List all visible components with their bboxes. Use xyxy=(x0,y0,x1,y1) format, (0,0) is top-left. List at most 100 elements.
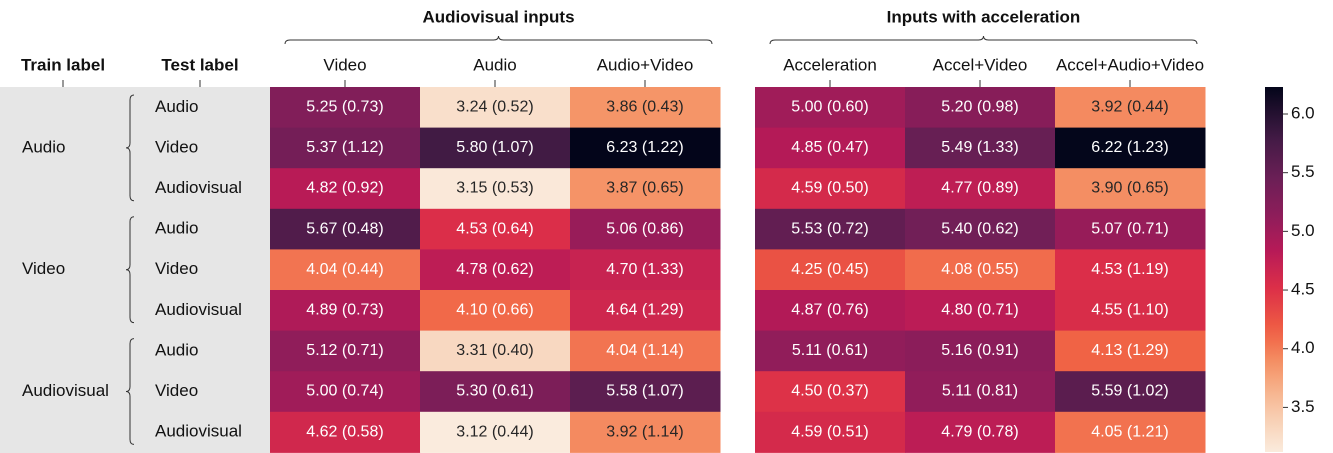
heatmap-cell xyxy=(420,290,571,332)
heatmap-cell xyxy=(905,249,1056,291)
column-label: Audio xyxy=(473,55,516,74)
cell-label: 5.40 (0.62) xyxy=(941,220,1018,237)
column-group-title: Inputs with acceleration xyxy=(887,7,1081,26)
cell-label: 4.78 (0.62) xyxy=(456,261,533,278)
cell-label: 3.92 (1.14) xyxy=(606,423,683,440)
cell-label: 4.13 (1.29) xyxy=(1091,342,1168,359)
cell-label: 5.11 (0.81) xyxy=(942,383,1018,400)
heatmap-cell xyxy=(1055,371,1206,413)
test-label: Audiovisual xyxy=(155,422,242,441)
heatmap-cell xyxy=(270,330,421,372)
heatmap-cell xyxy=(270,371,421,413)
cell-label: 5.67 (0.48) xyxy=(306,220,383,237)
heatmap-cell xyxy=(905,290,1056,332)
cell-label: 5.37 (1.12) xyxy=(306,139,383,156)
column-label: Accel+Video xyxy=(933,55,1028,74)
cell-label: 5.30 (0.61) xyxy=(456,383,533,400)
heatmap-cell xyxy=(905,371,1056,413)
cell-label: 4.87 (0.76) xyxy=(791,302,868,319)
heatmap-cell xyxy=(570,127,721,169)
train-label: Video xyxy=(22,259,65,278)
colorbar-tick-label: 3.5 xyxy=(1291,397,1315,416)
cell-label: 5.20 (0.98) xyxy=(941,99,1018,116)
heatmap-cell xyxy=(1055,411,1206,453)
row-label-background xyxy=(0,87,270,453)
row-header: Train label xyxy=(21,55,105,74)
cell-label: 4.79 (0.78) xyxy=(941,423,1018,440)
cell-label: 4.62 (0.58) xyxy=(306,423,383,440)
heatmap-cell xyxy=(905,208,1056,250)
heatmap-cell xyxy=(570,330,721,372)
cell-label: 4.70 (1.33) xyxy=(606,261,683,278)
cell-label: 3.87 (0.65) xyxy=(606,180,683,197)
brace xyxy=(284,35,713,45)
train-label: Audiovisual xyxy=(22,381,109,400)
cell-label: 5.00 (0.60) xyxy=(791,99,868,116)
cell-label: 5.59 (1.02) xyxy=(1091,383,1168,400)
cell-label: 4.77 (0.89) xyxy=(941,180,1018,197)
test-label: Audio xyxy=(155,219,198,238)
cell-label: 5.16 (0.91) xyxy=(941,342,1018,359)
heatmap-cell xyxy=(570,371,721,413)
heatmap-cell xyxy=(420,371,571,413)
test-label: Video xyxy=(155,137,198,156)
column-label: Accel+Audio+Video xyxy=(1056,55,1204,74)
cell-label: 4.55 (1.10) xyxy=(1091,302,1168,319)
column-label: Video xyxy=(323,55,366,74)
colorbar-tick-label: 6.0 xyxy=(1291,103,1315,122)
cell-label: 5.07 (0.71) xyxy=(1091,220,1168,237)
heatmap-cell xyxy=(420,330,571,372)
heatmap-cell xyxy=(420,168,571,210)
heatmap-cell xyxy=(1055,330,1206,372)
heatmap-cell xyxy=(1055,208,1206,250)
cell-label: 4.53 (1.19) xyxy=(1091,261,1168,278)
heatmap-cell xyxy=(420,411,571,453)
heatmap-cell xyxy=(270,249,421,291)
test-label: Audio xyxy=(155,340,198,359)
cell-label: 4.80 (0.71) xyxy=(941,302,1018,319)
cell-label: 3.24 (0.52) xyxy=(456,99,533,116)
row-header: Test label xyxy=(161,55,238,74)
heatmap-cell xyxy=(270,411,421,453)
colorbar-tick-label: 4.0 xyxy=(1291,338,1315,357)
heatmap-cell xyxy=(755,290,906,332)
brace xyxy=(125,216,135,324)
heatmap-cell xyxy=(1055,87,1206,129)
heatmap-cell xyxy=(270,208,421,250)
cell-label: 5.12 (0.71) xyxy=(306,342,383,359)
colorbar-tick-label: 4.5 xyxy=(1291,280,1315,299)
cell-label: 4.05 (1.21) xyxy=(1091,423,1168,440)
cell-label: 4.25 (0.45) xyxy=(791,261,868,278)
heatmap-cell xyxy=(420,127,571,169)
heatmap-cell xyxy=(905,127,1056,169)
heatmap-cell xyxy=(1055,168,1206,210)
cell-label: 4.08 (0.55) xyxy=(941,261,1018,278)
cell-label: 5.80 (1.07) xyxy=(456,139,533,156)
heatmap-cell xyxy=(905,87,1056,129)
colorbar-tick-label: 5.5 xyxy=(1291,162,1315,181)
cell-label: 4.04 (1.14) xyxy=(606,342,683,359)
brace xyxy=(769,35,1198,45)
cell-label: 5.11 (0.61) xyxy=(792,342,868,359)
heatmap-cell xyxy=(570,168,721,210)
heatmap-cell xyxy=(905,330,1056,372)
column-group-title: Audiovisual inputs xyxy=(422,7,574,26)
cell-label: 4.59 (0.50) xyxy=(791,180,868,197)
colorbar xyxy=(1265,87,1283,452)
heatmap-cell xyxy=(270,290,421,332)
cell-label: 3.86 (0.43) xyxy=(606,99,683,116)
heatmap-cell xyxy=(755,208,906,250)
cell-label: 3.31 (0.40) xyxy=(456,342,533,359)
heatmap-cell xyxy=(755,87,906,129)
heatmap-cell xyxy=(1055,290,1206,332)
heatmap-cell xyxy=(755,127,906,169)
heatmap-cell xyxy=(570,87,721,129)
cell-label: 3.12 (0.44) xyxy=(456,423,533,440)
cell-label: 3.15 (0.53) xyxy=(456,180,533,197)
heatmap-cell xyxy=(755,371,906,413)
heatmap-cell xyxy=(755,330,906,372)
cell-label: 5.58 (1.07) xyxy=(606,383,683,400)
cell-label: 4.04 (0.44) xyxy=(306,261,383,278)
cell-label: 6.22 (1.23) xyxy=(1091,139,1168,156)
